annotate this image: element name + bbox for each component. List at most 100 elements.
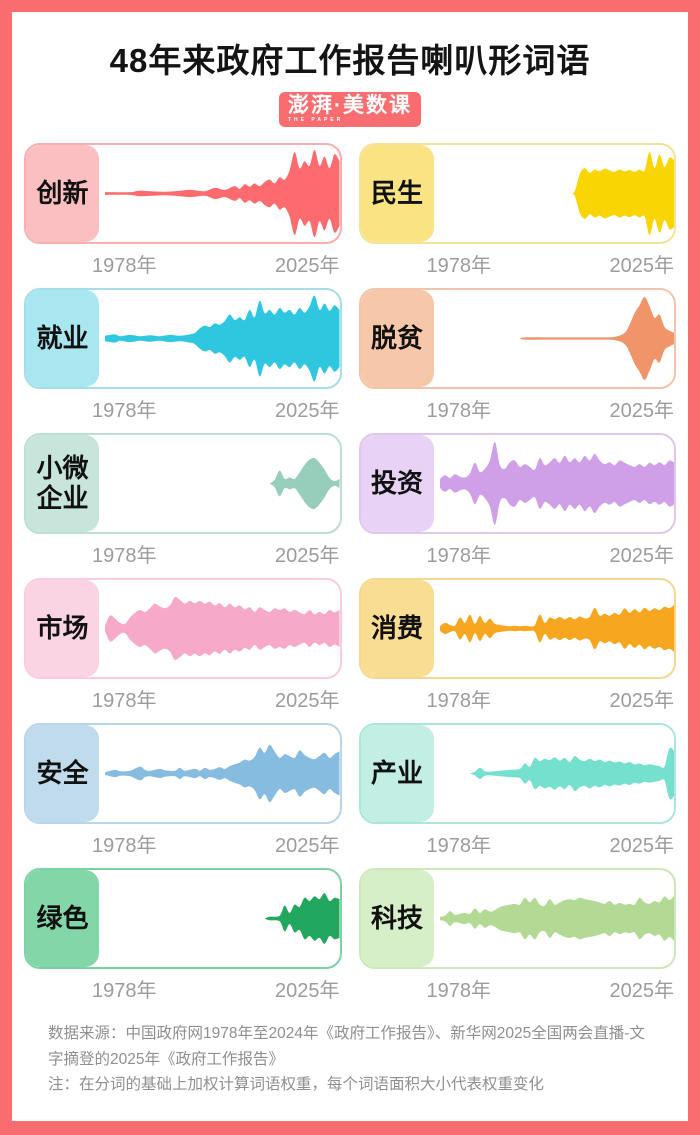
card-innovation: 创新 bbox=[24, 143, 342, 244]
axis-row: 1978年 2025年 bbox=[359, 389, 677, 423]
word-label-box: 产业 bbox=[360, 725, 434, 822]
word-label-box: 市场 bbox=[26, 580, 99, 677]
axis-end-year: 2025年 bbox=[609, 400, 675, 422]
axis-start-year: 1978年 bbox=[426, 400, 492, 422]
horn-chart-industry bbox=[469, 747, 674, 800]
card-employment: 就业 bbox=[24, 288, 342, 389]
word-label-box: 就业 bbox=[26, 290, 99, 387]
card-green: 绿色 bbox=[24, 868, 342, 969]
infographic: 48年来政府工作报告喇叭形词语 澎湃·美数课 THE PAPER 创新 1978… bbox=[24, 42, 677, 1098]
word-label-box: 小微企业 bbox=[26, 435, 99, 532]
axis-end-year: 2025年 bbox=[275, 400, 340, 422]
word-label-box: 投资 bbox=[360, 435, 434, 532]
axis-start-year: 1978年 bbox=[92, 835, 157, 857]
axis-row: 1978年 2025年 bbox=[359, 534, 677, 568]
axis-row: 1978年 2025年 bbox=[24, 389, 342, 423]
horn-chart-market bbox=[105, 596, 340, 661]
card-small-micro-enterprises: 小微企业 bbox=[24, 433, 342, 534]
horn-chart-consumption bbox=[439, 604, 674, 653]
axis-row: 1978年 2025年 bbox=[24, 969, 342, 1003]
axis-end-year: 2025年 bbox=[609, 255, 675, 277]
axis-row: 1978年 2025年 bbox=[359, 244, 677, 278]
axis-row: 1978年 2025年 bbox=[24, 679, 342, 713]
horn-shape bbox=[105, 744, 340, 803]
cell-consumption: 消费 1978年 2025年 bbox=[358, 578, 677, 723]
word-label-box: 脱贫 bbox=[360, 290, 434, 387]
axis-start-year: 1978年 bbox=[426, 545, 492, 567]
word-label: 就业 bbox=[36, 322, 89, 353]
cell-market: 市场 1978年 2025年 bbox=[24, 578, 342, 723]
cell-small-micro-enterprises: 小微企业 1978年 2025年 bbox=[24, 433, 342, 578]
word-label: 科技 bbox=[370, 902, 423, 933]
axis-end-year: 2025年 bbox=[275, 545, 340, 567]
axis-start-year: 1978年 bbox=[426, 980, 492, 1002]
cell-investment: 投资 1978年 2025年 bbox=[358, 433, 677, 578]
horn-shape bbox=[105, 295, 340, 382]
axis-start-year: 1978年 bbox=[92, 400, 157, 422]
word-label-box: 民生 bbox=[360, 145, 434, 242]
axis-end-year: 2025年 bbox=[609, 545, 675, 567]
word-label: 消费 bbox=[370, 612, 423, 643]
word-label: 投资 bbox=[370, 467, 423, 498]
axis-end-year: 2025年 bbox=[609, 980, 675, 1002]
horn-chart-small-micro-enterprises bbox=[269, 457, 340, 510]
card-consumption: 消费 bbox=[358, 578, 676, 679]
axis-row: 1978年 2025年 bbox=[359, 679, 677, 713]
horn-chart-employment bbox=[105, 295, 340, 382]
word-label-box: 科技 bbox=[360, 870, 434, 967]
axis-start-year: 1978年 bbox=[426, 255, 492, 277]
axis-end-year: 2025年 bbox=[275, 835, 340, 857]
card-livelihood: 民生 bbox=[358, 143, 676, 244]
card-investment: 投资 bbox=[358, 433, 676, 534]
word-label: 脱贫 bbox=[370, 322, 423, 353]
cell-innovation: 创新 1978年 2025年 bbox=[24, 143, 342, 288]
word-label: 安全 bbox=[36, 757, 89, 788]
horn-chart-poverty-alleviation bbox=[519, 297, 674, 380]
axis-start-year: 1978年 bbox=[92, 545, 157, 567]
cell-employment: 就业 1978年 2025年 bbox=[24, 288, 342, 433]
word-label: 创新 bbox=[36, 177, 89, 208]
horn-shape bbox=[519, 297, 674, 380]
cell-technology: 科技 1978年 2025年 bbox=[358, 868, 677, 1013]
word-label: 小微企业 bbox=[36, 453, 89, 513]
horn-shape bbox=[269, 457, 340, 510]
word-label: 产业 bbox=[370, 757, 423, 788]
logo-sub-text: THE PAPER bbox=[288, 117, 344, 123]
horn-shape bbox=[469, 747, 674, 800]
axis-row: 1978年 2025年 bbox=[24, 244, 342, 278]
axis-end-year: 2025年 bbox=[275, 255, 340, 277]
horn-shape bbox=[439, 441, 674, 526]
cell-livelihood: 民生 1978年 2025年 bbox=[358, 143, 677, 288]
word-label: 市场 bbox=[36, 612, 89, 643]
horn-chart-safety bbox=[105, 744, 340, 803]
page-title: 48年来政府工作报告喇叭形词语 bbox=[109, 42, 591, 79]
horn-shape bbox=[105, 149, 340, 238]
logo-main-text: 澎湃·美数课 bbox=[288, 94, 412, 117]
word-label: 民生 bbox=[370, 177, 423, 208]
horn-chart-livelihood bbox=[569, 152, 674, 235]
thepaper-meishuke-logo: 澎湃·美数课 THE PAPER bbox=[279, 92, 421, 127]
method-note: 注：在分词的基础上加权计算词语权重，每个词语面积大小代表权重变化 bbox=[48, 1076, 545, 1094]
axis-row: 1978年 2025年 bbox=[359, 824, 677, 858]
cell-poverty-alleviation: 脱贫 1978年 2025年 bbox=[358, 288, 677, 433]
card-poverty-alleviation: 脱贫 bbox=[358, 288, 676, 389]
axis-end-year: 2025年 bbox=[275, 690, 340, 712]
horn-shape bbox=[569, 152, 674, 235]
axis-start-year: 1978年 bbox=[426, 835, 492, 857]
word-label-box: 创新 bbox=[26, 145, 99, 242]
axis-row: 1978年 2025年 bbox=[359, 969, 677, 1003]
cell-green: 绿色 1978年 2025年 bbox=[24, 868, 342, 1013]
word-label-box: 绿色 bbox=[26, 870, 99, 967]
cell-industry: 产业 1978年 2025年 bbox=[358, 723, 677, 868]
data-source-note: 数据来源：中国政府网1978年至2024年《政府工作报告》、新华网2025全国两… bbox=[48, 1025, 645, 1068]
axis-end-year: 2025年 bbox=[275, 980, 340, 1002]
axis-end-year: 2025年 bbox=[609, 835, 675, 857]
axis-start-year: 1978年 bbox=[426, 690, 492, 712]
footer-notes: 数据来源：中国政府网1978年至2024年《政府工作报告》、新华网2025全国两… bbox=[48, 1021, 652, 1098]
horn-shape bbox=[439, 895, 674, 942]
axis-start-year: 1978年 bbox=[92, 980, 157, 1002]
card-market: 市场 bbox=[24, 578, 342, 679]
card-safety: 安全 bbox=[24, 723, 342, 824]
word-label-box: 安全 bbox=[26, 725, 99, 822]
axis-start-year: 1978年 bbox=[92, 255, 157, 277]
